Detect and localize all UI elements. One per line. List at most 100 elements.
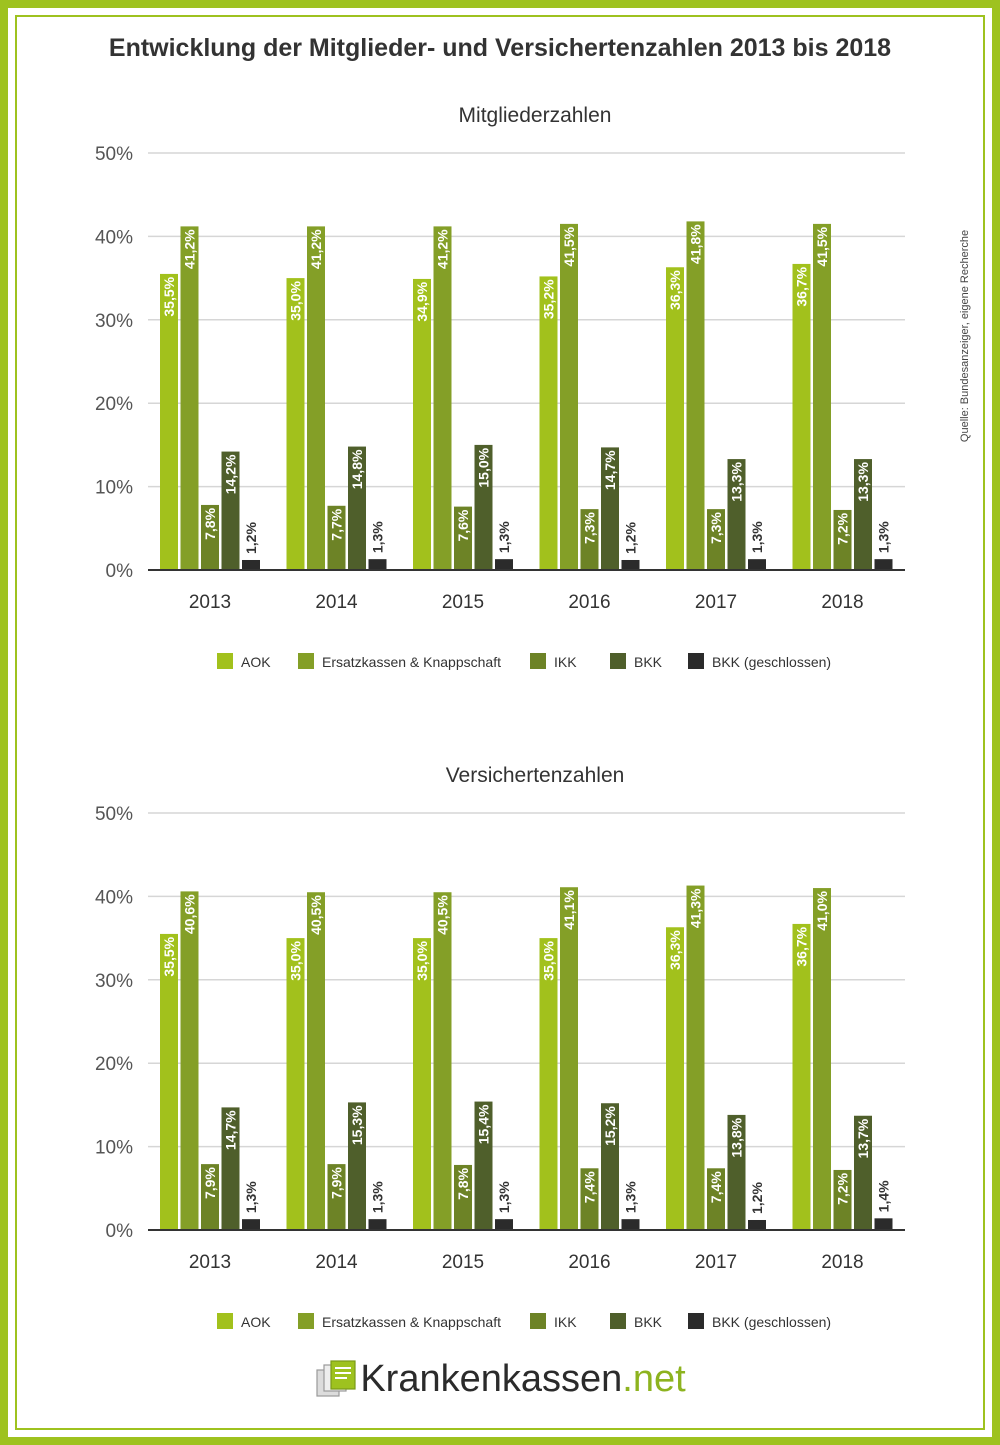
bar-bkk-2018 [854,459,872,570]
x-tick-label: 2016 [568,1252,610,1273]
bar-bkk-2015 [474,1101,493,1230]
chart-title: Versichertenzahlen [446,764,625,787]
legend-swatch [530,1313,546,1329]
bar-bkk-geschlossen--2014 [368,1219,387,1230]
bar-ikk-2015 [454,506,472,570]
bar-ikk-2016 [580,1168,599,1230]
legend-swatch [298,653,314,669]
data-label: 14,7% [602,450,618,490]
legend-label: Ersatzkassen & Knappschaft [322,654,501,670]
data-label: 1,3% [370,521,386,553]
page-title: Entwicklung der Mitglieder- und Versiche… [108,34,892,62]
data-label: 35,0% [541,941,557,981]
data-label: 7,9% [202,1167,218,1199]
data-label: 7,4% [708,1171,724,1203]
legend-label: BKK (geschlossen) [712,654,831,670]
bar-ersatzkassen-knappschaft-2017 [686,885,705,1230]
bar-bkk-geschlossen--2018 [874,1218,893,1230]
logo-tld: .net [622,1358,686,1400]
data-label: 40,6% [182,894,198,934]
data-label: 15,4% [476,1104,492,1144]
bar-ikk-2014 [327,1164,346,1230]
bar-aok-2017 [666,267,684,570]
bar-bkk-geschlossen--2014 [368,559,387,570]
data-label: 36,3% [667,930,683,970]
bar-bkk-geschlossen--2017 [748,559,766,570]
legend-swatch [298,1313,314,1329]
data-label: 13,3% [855,462,871,502]
bar-bkk-geschlossen--2013 [242,1219,260,1230]
data-label: 13,8% [729,1117,745,1157]
data-label: 1,3% [243,1181,259,1213]
x-tick-label: 2017 [695,592,737,613]
bar-ikk-2018 [833,1169,852,1230]
x-tick-label: 2013 [189,1252,231,1273]
data-label: 1,3% [496,1181,512,1213]
legend-label: Ersatzkassen & Knappschaft [322,1314,501,1330]
bar-aok-2018 [792,923,811,1230]
data-label: 1,3% [623,1181,639,1213]
legend-swatch [688,1313,704,1329]
bar-ersatzkassen-knappschaft-2017 [686,221,705,570]
data-label: 13,7% [855,1118,871,1158]
data-label: 35,5% [161,276,177,316]
data-label: 1,3% [496,521,512,553]
documents-icon [316,1359,356,1397]
bar-aok-2014 [286,278,305,570]
legend-label: BKK [634,654,663,670]
data-label: 35,2% [541,279,557,319]
legend-swatch [217,1313,233,1329]
data-label: 13,3% [729,462,745,502]
bar-ersatzkassen-knappschaft-2014 [307,892,325,1230]
x-tick-label: 2018 [821,592,863,613]
bar-aok-2013 [160,933,178,1230]
bar-bkk-2018 [854,1115,872,1230]
x-tick-label: 2015 [442,1252,484,1273]
chart-title: Mitgliederzahlen [459,104,612,127]
legend-swatch [610,1313,626,1329]
data-label: 1,2% [243,522,259,554]
bar-ersatzkassen-knappschaft-2015 [433,226,452,570]
bar-aok-2017 [666,927,684,1230]
data-label: 7,9% [329,1167,345,1199]
data-label: 36,7% [794,266,810,306]
y-tick-label: 0% [106,561,134,582]
bar-bkk-2017 [727,459,746,570]
x-tick-label: 2016 [568,592,610,613]
data-label: 36,3% [667,270,683,310]
bar-bkk-geschlossen--2015 [495,559,513,570]
y-tick-label: 0% [106,1221,134,1242]
data-label: 1,3% [876,521,892,553]
y-tick-label: 30% [95,311,133,332]
bar-bkk-geschlossen--2015 [495,1219,513,1230]
x-tick-label: 2014 [315,592,358,613]
brand-logo: Krankenkassen .net [0,1358,1000,1402]
legend-swatch [530,653,546,669]
bar-ersatzkassen-knappschaft-2018 [813,223,831,570]
inner-frame [15,15,985,1430]
data-label: 15,2% [602,1106,618,1146]
bar-aok-2015 [413,938,431,1230]
data-label: 35,5% [161,936,177,976]
data-label: 41,1% [561,890,577,930]
data-label: 1,3% [370,1181,386,1213]
data-label: 15,3% [349,1105,365,1145]
y-tick-label: 10% [95,1138,133,1159]
logo-text: Krankenkassen [360,1358,623,1400]
data-label: 14,2% [223,454,239,494]
bar-aok-2014 [286,938,305,1230]
bar-ersatzkassen-knappschaft-2016 [560,887,578,1230]
data-label: 35,0% [414,941,430,981]
data-label: 35,0% [288,941,304,981]
bar-bkk-geschlossen--2016 [621,559,640,570]
data-label: 14,8% [349,449,365,489]
bar-bkk-2016 [601,1103,619,1230]
data-label: 1,2% [749,1182,765,1214]
data-label: 41,0% [814,891,830,931]
x-tick-label: 2015 [442,592,484,613]
bar-ikk-2015 [454,1164,472,1230]
bar-aok-2016 [539,276,558,570]
data-label: 1,3% [749,521,765,553]
data-label: 7,2% [835,512,851,544]
